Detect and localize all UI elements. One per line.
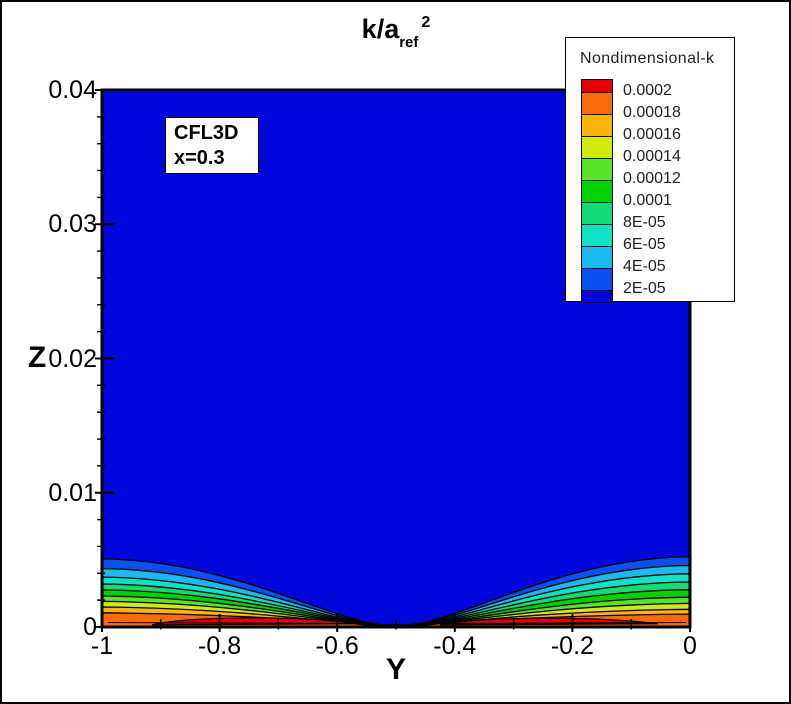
legend-level-label: 6E-05	[623, 236, 666, 253]
title-superscript: 2	[421, 14, 431, 31]
title-main: k/a	[361, 14, 400, 44]
legend-swatch-4	[582, 158, 612, 180]
legend-swatch-1	[582, 92, 612, 114]
x-tick-label: -0.8	[198, 632, 242, 660]
y-axis-label: Y	[385, 653, 406, 686]
legend-swatch-3	[582, 136, 612, 158]
z-axis-label: Z	[27, 341, 47, 374]
z-tick-label: 0	[83, 613, 97, 641]
legend-level-label: 0.00016	[623, 126, 681, 143]
annotation-box: CFL3D x=0.3	[165, 117, 259, 174]
legend-swatch-9	[582, 268, 612, 290]
legend-swatch-2	[582, 114, 612, 136]
legend-level-label: 4E-05	[623, 258, 666, 275]
annotation-line2: x=0.3	[174, 147, 225, 169]
z-tick-label: 0.04	[48, 76, 97, 104]
z-tick-label: 0.01	[48, 478, 97, 507]
contour-plot	[95, 88, 692, 632]
legend-swatch-10	[582, 290, 612, 302]
legend-title: Nondimensional-k	[580, 50, 715, 67]
legend-level-label: 0.00018	[623, 104, 681, 121]
x-tick-label: 0	[683, 632, 697, 660]
x-tick-label: -0.2	[550, 632, 594, 660]
legend-swatch-6	[582, 202, 612, 224]
z-tick-label: 0.02	[48, 344, 97, 373]
legend-level-label: 0.0001	[623, 192, 672, 209]
legend-level-label: 0.00014	[623, 148, 681, 165]
legend-swatch-0	[582, 80, 612, 92]
legend-swatch-7	[582, 224, 612, 246]
legend-level-label: 2E-05	[623, 280, 666, 297]
wall-contour-streak-left	[107, 622, 352, 624]
legend-colorbar	[581, 79, 613, 303]
annotation-line1: CFL3D	[174, 122, 239, 144]
z-tick-label: 0.03	[48, 210, 97, 239]
x-tick-label: -0.4	[433, 632, 477, 660]
legend-swatch-5	[582, 180, 612, 202]
chart-title: k/aref2	[102, 14, 690, 51]
legend-level-label: 0.0002	[623, 82, 672, 99]
legend-swatch-8	[582, 246, 612, 268]
legend-level-label: 8E-05	[623, 214, 666, 231]
legend-level-label: 0.00012	[623, 170, 681, 187]
title-subscript: ref	[399, 34, 419, 51]
wall-contour-streak-right	[437, 622, 687, 624]
plot-frame	[100, 88, 692, 629]
x-tick-label: -1	[90, 632, 114, 660]
legend-box: Nondimensional-k 0.0002 0.00018 0.00016 0.0…	[565, 37, 735, 303]
x-tick-label: -0.6	[315, 632, 359, 660]
